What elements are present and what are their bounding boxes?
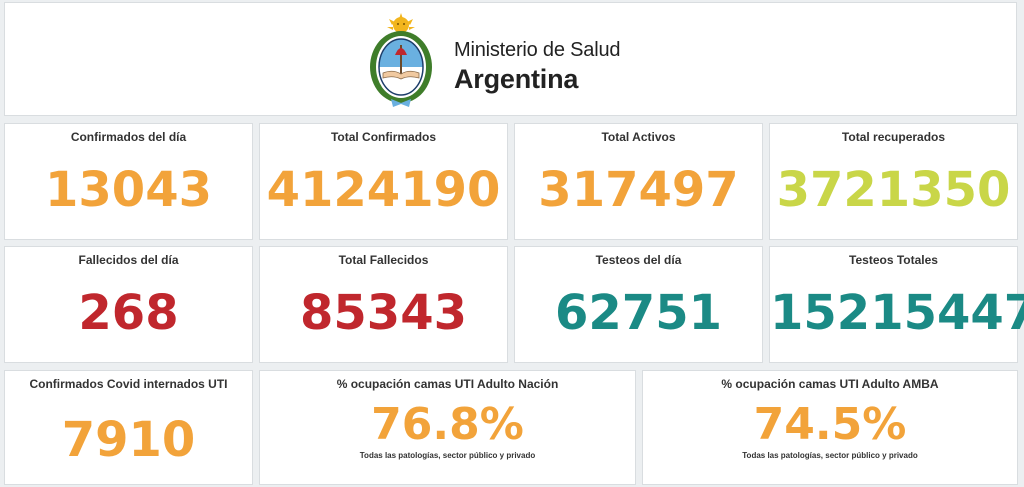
kpi-title: Testeos del día bbox=[595, 253, 682, 267]
kpi-title: Confirmados Covid internados UTI bbox=[29, 377, 228, 391]
kpi-title: Testeos Totales bbox=[849, 253, 938, 267]
kpi-note: Todas las patologías, sector público y p… bbox=[742, 451, 918, 460]
kpi-card-total-activos: Total Activos 317497 bbox=[514, 123, 763, 240]
kpi-value: 7910 bbox=[61, 412, 196, 468]
country-name: Argentina bbox=[454, 64, 579, 94]
kpi-card-confirmados-dia: Confirmados del día 13043 bbox=[4, 123, 253, 240]
brand-title: Ministerio de Salud Argentina bbox=[454, 39, 620, 94]
coat-of-arms-icon bbox=[365, 11, 437, 111]
kpi-card-total-fallecidos: Total Fallecidos 85343 bbox=[259, 246, 508, 363]
kpi-value: 13043 bbox=[45, 162, 212, 218]
header-banner: Ministerio de Salud Argentina bbox=[4, 2, 1017, 116]
kpi-card-total-recuperados: Total recuperados 3721350 bbox=[769, 123, 1018, 240]
kpi-card-internados-uti: Confirmados Covid internados UTI 7910 bbox=[4, 370, 253, 485]
kpi-card-testeos-totales: Testeos Totales 15215447 bbox=[769, 246, 1024, 363]
kpi-value: 317497 bbox=[538, 162, 739, 218]
kpi-card-fallecidos-dia: Fallecidos del día 268 bbox=[4, 246, 253, 363]
kpi-note: Todas las patologías, sector público y p… bbox=[359, 451, 536, 460]
kpi-value: 3721350 bbox=[776, 162, 1011, 218]
kpi-value: 15215447 bbox=[770, 285, 1024, 341]
kpi-title: Total Fallecidos bbox=[338, 253, 429, 267]
kpi-card-testeos-dia: Testeos del día 62751 bbox=[514, 246, 763, 363]
kpi-value: 76.8% bbox=[371, 399, 524, 450]
kpi-title: % ocupación camas UTI Adulto Nación bbox=[336, 377, 559, 391]
kpi-value: 268 bbox=[78, 285, 179, 341]
kpi-value: 4124190 bbox=[266, 162, 501, 218]
kpi-value: 85343 bbox=[300, 285, 467, 341]
kpi-value: 74.5% bbox=[753, 399, 907, 450]
kpi-title: Total recuperados bbox=[841, 130, 946, 144]
kpi-card-total-confirmados: Total Confirmados 4124190 bbox=[259, 123, 508, 240]
kpi-title: Total Confirmados bbox=[330, 130, 437, 144]
kpi-title: Fallecidos del día bbox=[78, 253, 179, 267]
kpi-card-uti-amba: % ocupación camas UTI Adulto AMBA 74.5% … bbox=[642, 370, 1018, 485]
kpi-title: % ocupación camas UTI Adulto AMBA bbox=[721, 377, 939, 391]
kpi-value: 62751 bbox=[555, 285, 722, 341]
ministry-name: Ministerio de Salud bbox=[454, 39, 621, 61]
kpi-title: Total Activos bbox=[601, 130, 676, 144]
kpi-card-uti-nacion: % ocupación camas UTI Adulto Nación 76.8… bbox=[259, 370, 636, 485]
kpi-title: Confirmados del día bbox=[70, 130, 187, 144]
